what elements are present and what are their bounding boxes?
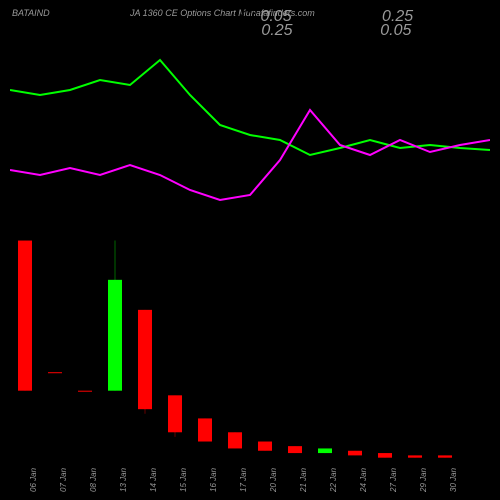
candle <box>78 391 92 392</box>
x-axis: 06 Jan 07 Jan 08 Jan 13 Jan 14 Jan 15 Jan 16 J… <box>10 460 490 500</box>
candle <box>108 241 122 391</box>
ticker-symbol: BATAIND <box>12 8 50 18</box>
candle <box>438 455 452 457</box>
x-axis-label: 21 Jan <box>299 468 308 492</box>
candle <box>168 395 182 437</box>
x-axis-label: 17 Jan <box>239 468 248 492</box>
x-axis-label: 15 Jan <box>179 468 188 492</box>
candle <box>228 432 242 448</box>
candle <box>48 372 62 373</box>
x-axis-label: 16 Jan <box>209 468 218 492</box>
x-axis-label: 24 Jan <box>359 468 368 492</box>
candle <box>18 241 32 391</box>
candle <box>198 418 212 441</box>
candle <box>258 442 272 451</box>
x-axis-label: 27 Jan <box>389 468 398 492</box>
line-chart-panel <box>10 40 490 229</box>
low-label: L: 0.05 <box>362 22 411 40</box>
open-label: O: 0.25 <box>240 22 292 40</box>
candle <box>288 446 302 453</box>
ohlc-row-2: O: 0.25 L: 0.05 <box>240 22 411 40</box>
candle-chart-panel <box>10 229 490 460</box>
x-axis-label: 30 Jan <box>449 468 458 492</box>
x-axis-label: 08 Jan <box>89 468 98 492</box>
x-axis-label: 07 Jan <box>59 468 68 492</box>
candle <box>348 451 362 456</box>
chart-area <box>10 40 490 460</box>
line-chart-svg <box>10 40 490 229</box>
x-axis-label: 06 Jan <box>29 468 38 492</box>
x-axis-label: 22 Jan <box>329 468 338 492</box>
candle-chart-svg <box>10 229 490 460</box>
candle <box>408 455 422 457</box>
candle <box>318 448 332 453</box>
candle <box>138 310 152 414</box>
x-axis-label: 20 Jan <box>269 468 278 492</box>
candle <box>378 453 392 458</box>
x-axis-label: 29 Jan <box>419 468 428 492</box>
x-axis-label: 14 Jan <box>149 468 158 492</box>
x-axis-label: 13 Jan <box>119 468 128 492</box>
